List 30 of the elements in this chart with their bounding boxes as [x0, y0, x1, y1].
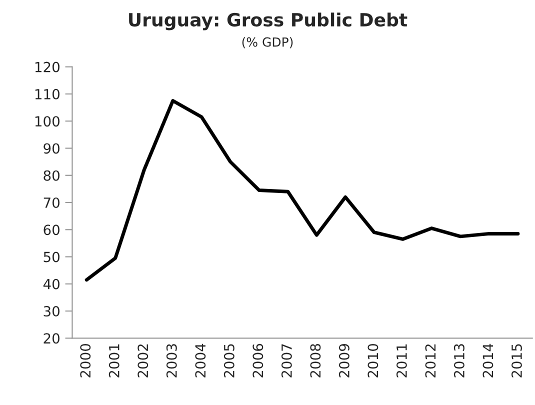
y-tick-label: 20 — [44, 333, 60, 344]
x-tick-label: 2008 — [310, 344, 321, 378]
y-tick-label: 30 — [44, 306, 60, 317]
x-tick-label: 2011 — [396, 344, 407, 378]
x-tick-label: 2001 — [108, 344, 120, 378]
x-tick-label: 2000 — [80, 344, 91, 378]
x-tick-label: 2012 — [425, 344, 436, 378]
x-tick-label: 2010 — [368, 344, 378, 378]
y-tick-label: 110 — [35, 88, 60, 100]
x-tick-label: 2013 — [454, 344, 464, 378]
y-tick-label: 70 — [44, 197, 60, 208]
x-tick-label: 2003 — [166, 344, 177, 378]
x-tick-label: 2006 — [252, 344, 264, 378]
y-tick-label: 90 — [44, 143, 60, 154]
line-series — [84, 99, 520, 282]
y-tick-label: 40 — [43, 278, 60, 290]
x-tick-label: 2005 — [224, 344, 234, 378]
x-tick-label: 2015 — [511, 344, 522, 378]
x-tick-label: 2002 — [138, 344, 148, 378]
x-tick-label: 2004 — [195, 344, 206, 378]
chart-subtitle: (% GDP) — [242, 37, 293, 48]
x-tick-label: 2009 — [338, 344, 350, 378]
y-tick-label: 50 — [44, 252, 60, 262]
x-tick-label: 2014 — [482, 344, 494, 378]
y-tick-label: 120 — [35, 62, 60, 72]
y-tick-label: 60 — [44, 224, 60, 236]
y-tick-label: 100 — [35, 116, 60, 127]
chart-title: Uruguay: Gross Public Debt — [129, 12, 408, 30]
x-tick-label: 2007 — [281, 344, 292, 378]
y-tick-label: 80 — [44, 170, 60, 181]
